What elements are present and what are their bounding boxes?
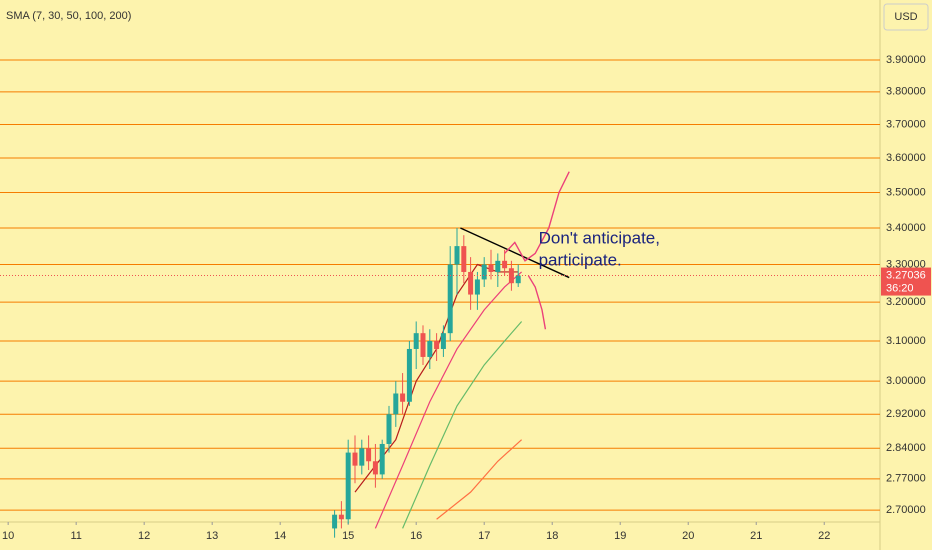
y-tick-label: 3.20000 bbox=[886, 296, 926, 308]
candle-body bbox=[386, 414, 392, 444]
x-tick-label: 21 bbox=[750, 530, 762, 542]
y-tick-label: 3.50000 bbox=[886, 186, 926, 198]
sma-line bbox=[374, 271, 523, 529]
y-tick-label: 2.77000 bbox=[886, 473, 926, 485]
currency[interactable]: USD bbox=[894, 11, 917, 23]
candle-body bbox=[338, 514, 344, 520]
x-tick-label: 17 bbox=[478, 530, 490, 542]
x-tick-label: 15 bbox=[342, 530, 354, 542]
candle-body bbox=[359, 448, 365, 466]
x-tick-label: 20 bbox=[682, 530, 694, 542]
x-tick-label: 19 bbox=[614, 530, 626, 542]
candle-body bbox=[345, 452, 351, 520]
candle-body bbox=[502, 260, 508, 269]
y-tick-label: 2.84000 bbox=[886, 442, 926, 454]
y-tick-label: 3.70000 bbox=[886, 118, 926, 130]
y-tick-label: 2.70000 bbox=[886, 504, 926, 516]
drawing bbox=[504, 171, 570, 262]
candle-body bbox=[474, 279, 480, 295]
candle-body bbox=[413, 333, 419, 349]
candle-body bbox=[481, 264, 487, 280]
drawing bbox=[527, 275, 547, 330]
candle-body bbox=[427, 341, 433, 357]
y-tick-label: 2.92000 bbox=[886, 408, 926, 420]
candle-body bbox=[332, 514, 338, 529]
candle-body bbox=[434, 341, 440, 349]
candle-body bbox=[495, 260, 501, 272]
y-tick-label: 3.90000 bbox=[886, 54, 926, 66]
y-tick-label: 3.10000 bbox=[886, 335, 926, 347]
x-tick-label: 14 bbox=[274, 530, 286, 542]
countdown: 36:20 bbox=[886, 282, 914, 294]
sma-line bbox=[436, 439, 523, 520]
candle-body bbox=[508, 268, 514, 284]
candle-body bbox=[393, 393, 399, 415]
candle-body bbox=[379, 443, 385, 475]
y-tick-label: 3.30000 bbox=[886, 258, 926, 270]
candle-body bbox=[352, 452, 358, 466]
x-tick-label: 10 bbox=[2, 530, 14, 542]
price-tag-label: 3.27036 bbox=[886, 269, 926, 281]
legend: SMA (7, 30, 50, 100, 200) bbox=[6, 10, 131, 22]
candle-body bbox=[406, 348, 412, 402]
candle-body bbox=[454, 246, 460, 265]
x-tick-label: 11 bbox=[70, 530, 81, 542]
candle-body bbox=[468, 271, 474, 295]
candle-body bbox=[515, 275, 521, 284]
price-tag bbox=[881, 267, 931, 296]
candle-body bbox=[372, 461, 378, 475]
candle-body bbox=[447, 264, 453, 334]
annotation: participate. bbox=[539, 250, 622, 269]
candle-body bbox=[461, 246, 467, 272]
annotation: Don't anticipate, bbox=[539, 228, 660, 247]
y-tick-label: 3.80000 bbox=[886, 86, 926, 98]
x-tick-label: 18 bbox=[546, 530, 558, 542]
x-tick-label: 16 bbox=[410, 530, 422, 542]
candle-body bbox=[420, 333, 426, 357]
y-tick-label: 3.40000 bbox=[886, 222, 926, 234]
candle-body bbox=[440, 333, 446, 349]
candle-body bbox=[400, 393, 406, 402]
candle-body bbox=[488, 264, 494, 272]
currency-box[interactable] bbox=[883, 3, 929, 31]
candle-body bbox=[366, 448, 372, 462]
drawing bbox=[460, 227, 570, 279]
x-tick-label: 22 bbox=[818, 530, 830, 542]
x-tick-label: 12 bbox=[138, 530, 150, 542]
y-tick-label: 3.60000 bbox=[886, 152, 926, 164]
sma-line bbox=[402, 321, 523, 529]
y-tick-label: 3.00000 bbox=[886, 375, 926, 387]
x-tick-label: 13 bbox=[206, 530, 218, 542]
